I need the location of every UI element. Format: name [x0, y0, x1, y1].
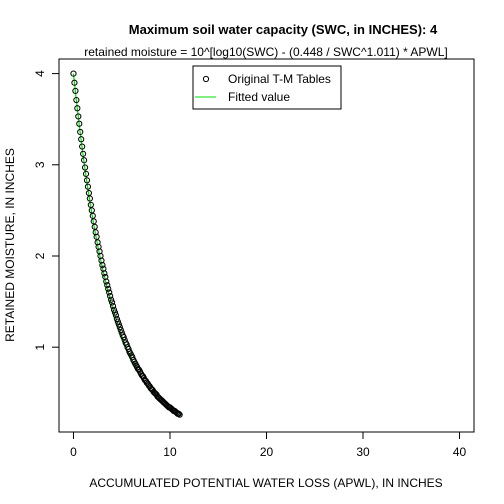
x-tick-label: 10	[163, 445, 177, 459]
y-tick-label: 2	[33, 252, 47, 259]
x-tick-label: 20	[260, 445, 274, 459]
data-point	[112, 312, 120, 319]
data-point	[103, 278, 110, 285]
data-point	[176, 411, 183, 418]
data-point	[175, 410, 182, 417]
data-point	[109, 303, 117, 310]
legend-label-original: Original T-M Tables	[228, 72, 331, 86]
data-point	[105, 285, 112, 292]
y-tick-label: 3	[33, 161, 47, 168]
data-point	[71, 79, 78, 86]
data-point	[76, 120, 83, 127]
data-point	[84, 183, 92, 190]
chart-title: Maximum soil water capacity (SWC, in INC…	[129, 22, 438, 37]
data-point	[111, 309, 119, 316]
data-point	[79, 143, 86, 150]
data-point	[70, 70, 77, 77]
data-point	[74, 105, 81, 112]
data-point	[106, 289, 113, 296]
data-point	[113, 315, 121, 323]
data-point	[78, 136, 85, 143]
legend-label-fitted: Fitted value	[228, 90, 290, 104]
y-axis-label: RETAINED MOISTURE, IN INCHES	[3, 148, 17, 342]
y-tick-label: 1	[33, 344, 47, 351]
y-tick-label: 4	[33, 70, 47, 77]
data-point	[108, 296, 115, 303]
chart-subtitle: retained moisture = 10^[log10(SWC) - (0.…	[84, 45, 448, 59]
data-point	[82, 170, 90, 178]
data-point	[81, 164, 89, 171]
x-axis: 0 10 20 30 40	[70, 432, 467, 459]
data-point	[83, 177, 91, 184]
data-point	[101, 270, 108, 277]
data-point	[99, 262, 106, 269]
data-point	[104, 282, 111, 289]
data-point	[75, 113, 82, 120]
legend-open-circle-icon	[202, 75, 210, 83]
data-point	[116, 324, 123, 331]
data-point	[86, 195, 93, 202]
points-layer	[70, 70, 183, 418]
data-point	[80, 150, 87, 157]
data-point	[80, 157, 88, 164]
y-axis: 1 2 3 4	[33, 70, 59, 351]
x-tick-label: 0	[70, 445, 77, 459]
legend: Original T-M Tables Fitted value	[192, 65, 342, 110]
data-point	[77, 128, 84, 136]
legend-box	[192, 65, 342, 110]
x-tick-label: 30	[356, 445, 370, 459]
data-point	[115, 321, 122, 328]
data-point	[72, 87, 79, 95]
data-point	[117, 326, 124, 333]
data-point	[114, 318, 121, 325]
data-point	[108, 299, 116, 306]
data-point	[120, 334, 127, 341]
data-point	[73, 96, 80, 104]
data-point	[107, 293, 114, 300]
x-axis-label: ACCUMULATED POTENTIAL WATER LOSS (APWL),…	[89, 476, 442, 490]
data-point	[110, 306, 118, 313]
x-tick-label: 40	[453, 445, 467, 459]
